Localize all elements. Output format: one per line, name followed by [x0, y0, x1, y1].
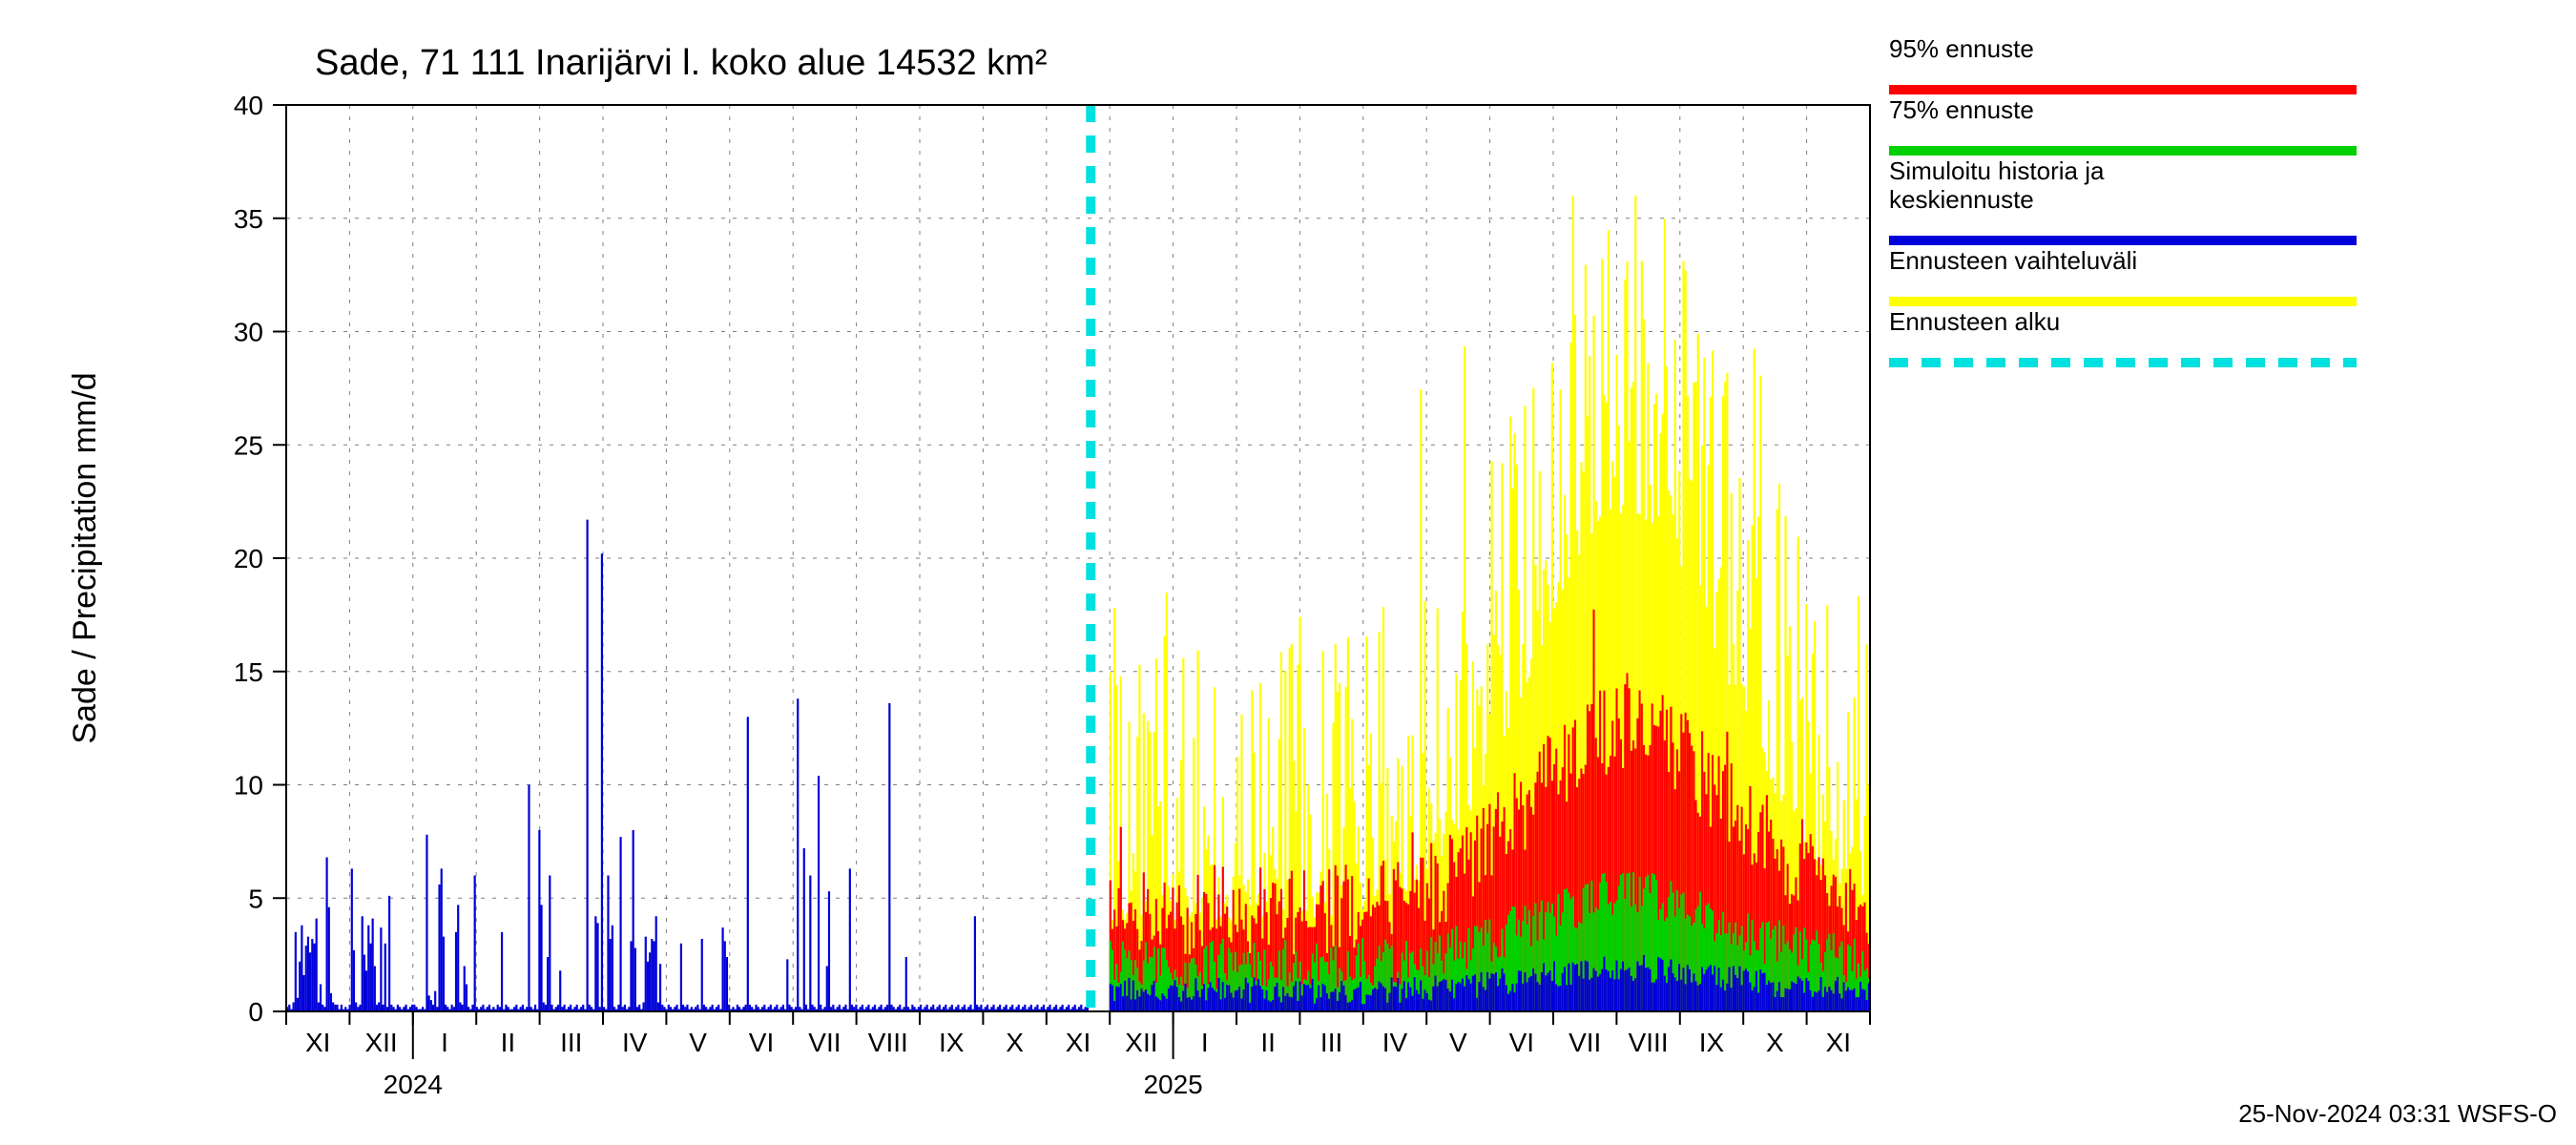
legend-label: keskiennuste	[1889, 185, 2034, 214]
precipitation-chart: 0510152025303540XIXIIIIIIIIIVVVIVIIVIIII…	[0, 0, 2576, 1145]
x-month-label: XI	[305, 1028, 330, 1057]
x-month-label: VIII	[868, 1028, 908, 1057]
x-month-label: X	[1006, 1028, 1024, 1057]
x-year-label: 2025	[1143, 1070, 1202, 1099]
chart-svg: 0510152025303540XIXIIIIIIIIIVVVIVIIVIIII…	[0, 0, 2576, 1145]
x-month-label: X	[1766, 1028, 1784, 1057]
y-tick-label: 25	[234, 430, 263, 460]
x-month-label: IV	[622, 1028, 648, 1057]
x-month-label: VI	[749, 1028, 774, 1057]
legend-label: Ennusteen alku	[1889, 307, 2060, 336]
x-month-label: V	[689, 1028, 707, 1057]
x-month-label: I	[441, 1028, 448, 1057]
x-year-label: 2024	[384, 1070, 443, 1099]
y-tick-label: 10	[234, 771, 263, 801]
y-axis-label: Sade / Precipitation mm/d	[67, 372, 103, 743]
x-month-label: V	[1449, 1028, 1467, 1057]
x-month-label: VII	[1568, 1028, 1601, 1057]
x-month-label: IX	[1699, 1028, 1725, 1057]
x-month-label: VII	[808, 1028, 841, 1057]
chart-footer: 25-Nov-2024 03:31 WSFS-O	[2238, 1099, 2557, 1128]
legend-label: 75% ennuste	[1889, 95, 2034, 124]
y-tick-label: 15	[234, 657, 263, 687]
y-tick-label: 20	[234, 544, 263, 573]
x-month-label: XII	[1125, 1028, 1157, 1057]
chart-title: Sade, 71 111 Inarijärvi l. koko alue 145…	[315, 43, 1047, 83]
x-month-label: III	[1320, 1028, 1342, 1057]
y-tick-label: 5	[248, 884, 263, 913]
legend-label: 95% ennuste	[1889, 34, 2034, 63]
x-month-label: IX	[939, 1028, 965, 1057]
y-tick-label: 0	[248, 997, 263, 1027]
x-month-label: II	[501, 1028, 516, 1057]
x-month-label: XII	[364, 1028, 397, 1057]
y-tick-label: 35	[234, 204, 263, 234]
legend-label: Ennusteen vaihteluväli	[1889, 246, 2137, 275]
y-tick-label: 40	[234, 91, 263, 120]
x-month-label: II	[1260, 1028, 1276, 1057]
y-tick-label: 30	[234, 318, 263, 347]
x-month-label: XI	[1826, 1028, 1851, 1057]
x-month-label: I	[1201, 1028, 1209, 1057]
x-month-label: III	[560, 1028, 582, 1057]
x-month-label: IV	[1382, 1028, 1408, 1057]
x-month-label: XI	[1066, 1028, 1091, 1057]
x-month-label: VIII	[1629, 1028, 1669, 1057]
legend-label: Simuloitu historia ja	[1889, 156, 2105, 185]
x-month-label: VI	[1509, 1028, 1534, 1057]
